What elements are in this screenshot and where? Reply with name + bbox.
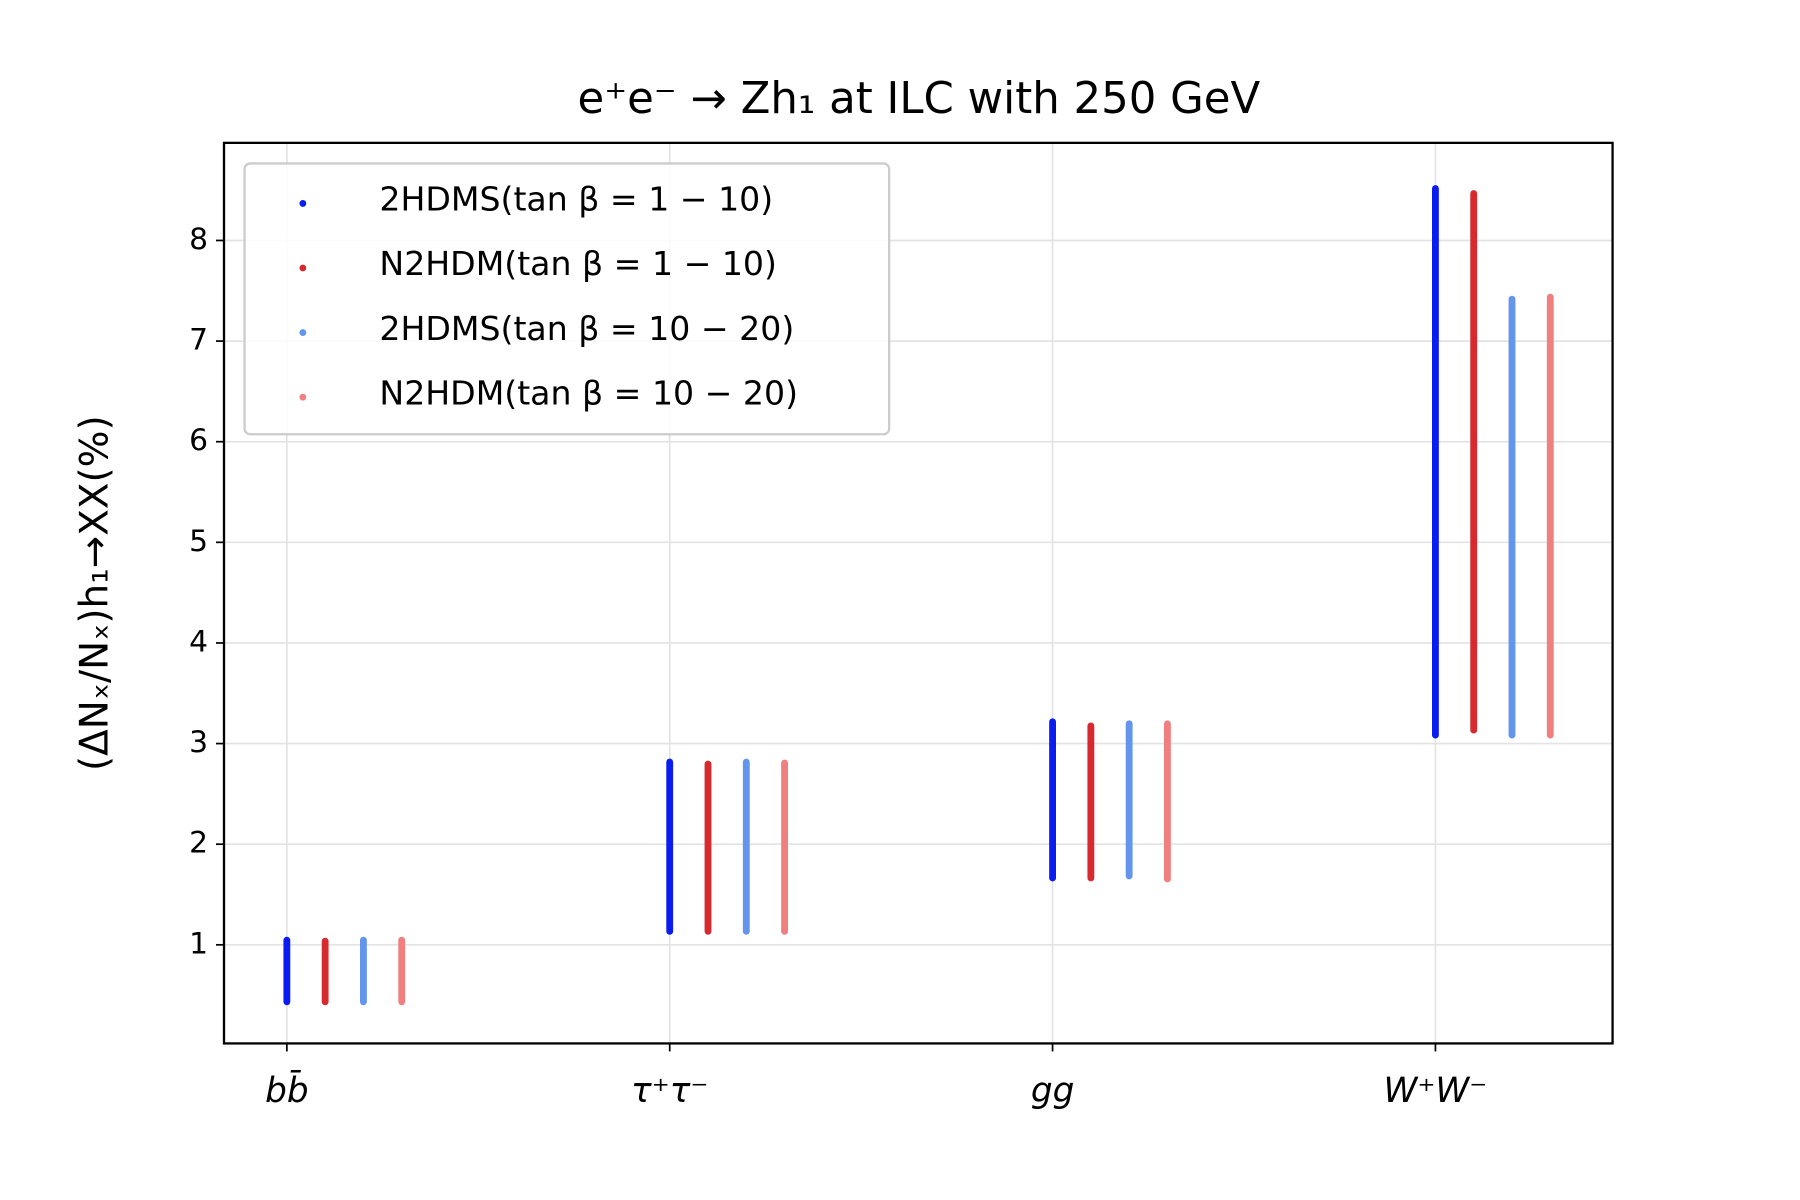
y-tick-label: 8	[189, 222, 208, 257]
legend-marker	[299, 329, 307, 336]
range-bar	[1164, 720, 1171, 883]
y-tick-label: 6	[189, 423, 208, 458]
range-bar	[1432, 185, 1439, 739]
legend: 2HDMS(tan β = 1 − 10) N2HDM(tan β = 1 − 1…	[243, 162, 891, 436]
y-tick-label: 1	[189, 926, 208, 961]
y-tick-label: 5	[189, 524, 208, 559]
legend-marker	[299, 200, 307, 207]
chart-title: e⁺e⁻ → Zh₁ at ILC with 250 GeV	[577, 74, 1260, 124]
range-bar	[742, 758, 750, 935]
x-tick-label: τ⁺τ⁻	[631, 1071, 708, 1111]
legend-label: N2HDM(tan β = 10 − 20)	[379, 373, 798, 412]
legend-label: N2HDM(tan β = 1 − 10)	[379, 244, 777, 283]
range-bar	[1508, 295, 1516, 739]
range-bar	[781, 759, 788, 935]
plot-frame	[222, 141, 1614, 1045]
x-tick-label: gg	[1031, 1071, 1075, 1111]
legend-box	[243, 162, 891, 436]
range-bar	[1087, 722, 1095, 882]
x-tick-label: W⁺W⁻	[1383, 1071, 1487, 1111]
y-tick-label: 7	[189, 323, 208, 358]
range-bar	[1049, 718, 1056, 882]
range-bar	[321, 937, 329, 1006]
range-bar	[704, 760, 712, 935]
legend-marker	[299, 264, 307, 272]
range-bar	[1470, 190, 1478, 734]
range-bar	[283, 936, 291, 1006]
x-tick-label: bb̄	[265, 1070, 309, 1111]
legend-label: 2HDMS(tan β = 1 − 10)	[379, 180, 773, 219]
legend-marker	[299, 393, 307, 401]
range-bar	[1125, 720, 1133, 880]
y-tick-label: 4	[189, 624, 208, 659]
range-bar	[360, 936, 367, 1006]
range-bar	[398, 936, 406, 1006]
legend-label: 2HDMS(tan β = 10 − 20)	[379, 309, 794, 348]
y-tick-label: 2	[189, 826, 208, 861]
range-bar	[1546, 293, 1554, 739]
range-bar	[666, 758, 674, 935]
y-tick-label: 3	[189, 725, 208, 760]
y-axis-label: (ΔNₓ/Nₓ)h₁→XX(%)	[73, 415, 118, 771]
